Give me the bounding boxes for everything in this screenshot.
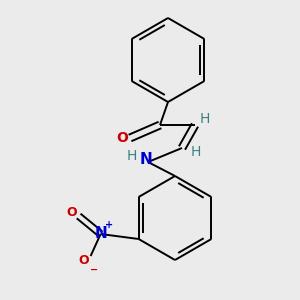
Text: H: H (127, 149, 137, 163)
Text: O: O (78, 254, 89, 266)
Text: +: + (105, 220, 113, 230)
Text: H: H (200, 112, 210, 126)
Text: N: N (94, 226, 107, 241)
Text: H: H (191, 145, 201, 159)
Text: O: O (66, 206, 77, 220)
Text: N: N (140, 152, 152, 167)
Text: −: − (90, 265, 98, 275)
Text: O: O (116, 131, 128, 145)
